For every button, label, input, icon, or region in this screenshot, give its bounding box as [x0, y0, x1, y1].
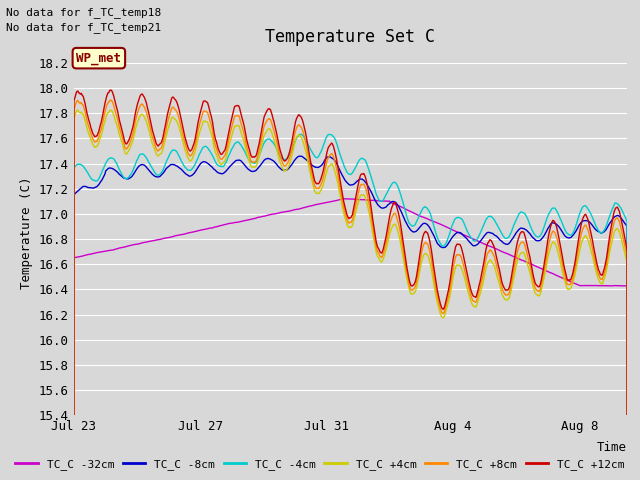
Title: Temperature Set C: Temperature Set C — [266, 28, 435, 46]
Text: Time: Time — [597, 441, 627, 454]
Text: WP_met: WP_met — [76, 52, 122, 65]
Y-axis label: Temperature (C): Temperature (C) — [20, 177, 33, 289]
Text: No data for f_TC_temp18: No data for f_TC_temp18 — [6, 7, 162, 18]
Text: No data for f_TC_temp21: No data for f_TC_temp21 — [6, 22, 162, 33]
Legend: TC_C -32cm, TC_C -8cm, TC_C -4cm, TC_C +4cm, TC_C +8cm, TC_C +12cm: TC_C -32cm, TC_C -8cm, TC_C -4cm, TC_C +… — [11, 455, 629, 474]
